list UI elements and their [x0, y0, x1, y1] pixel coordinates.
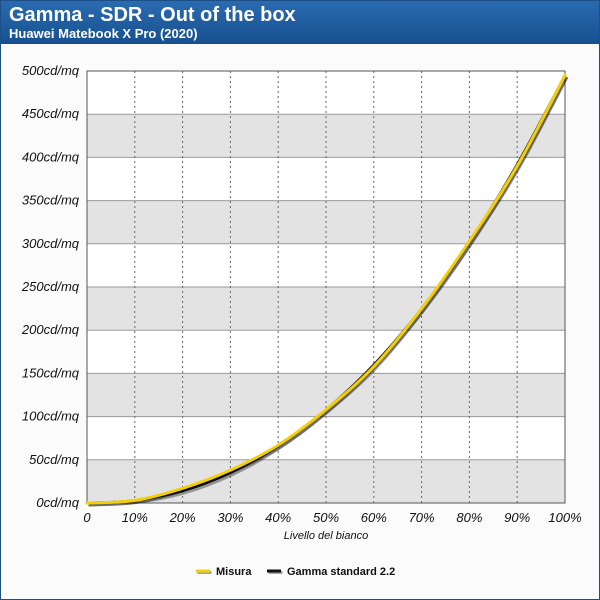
- grid-band: [87, 114, 565, 158]
- grid-band: [87, 287, 565, 331]
- x-tick-label: 60%: [361, 510, 387, 525]
- x-tick-label: 20%: [169, 510, 196, 525]
- y-tick-label: 400cd/mq: [22, 149, 80, 164]
- y-tick-label: 200cd/mq: [21, 322, 80, 337]
- y-tick-label: 50cd/mq: [29, 452, 80, 467]
- y-tick-label: 150cd/mq: [22, 365, 80, 380]
- series-line-misura: [85, 73, 567, 505]
- plot-border: [86, 70, 566, 504]
- x-tick-label: 10%: [122, 510, 148, 525]
- x-tick-label: 90%: [504, 510, 530, 525]
- legend-label-misura: Misura: [216, 566, 252, 578]
- series-line-gamma-standard-2-2-shadow: [88, 75, 569, 507]
- chart-subtitle: Huawei Matebook X Pro (2020): [9, 26, 198, 41]
- y-tick-label: 0cd/mq: [36, 495, 79, 510]
- x-axis-label: Livello del bianco: [284, 530, 368, 542]
- chart-title: Gamma - SDR - Out of the box: [9, 4, 296, 26]
- series-line-misura-shadow: [88, 75, 569, 507]
- x-tick-label: 50%: [313, 510, 339, 525]
- y-tick-label: 250cd/mq: [21, 279, 80, 294]
- x-tick-label: 80%: [456, 510, 482, 525]
- x-tick-label: 30%: [217, 510, 243, 525]
- x-tick-label: 70%: [409, 510, 435, 525]
- y-tick-label: 350cd/mq: [22, 193, 80, 208]
- y-tick-label: 450cd/mq: [22, 106, 80, 121]
- legend-label-gamma-standard-2-2: Gamma standard 2.2: [287, 566, 395, 578]
- y-tick-label: 100cd/mq: [22, 409, 80, 424]
- y-tick-label: 300cd/mq: [22, 236, 80, 251]
- x-tick-label: 100%: [548, 510, 581, 525]
- x-tick-label: 0: [83, 510, 91, 525]
- chart-header: Gamma - SDR - Out of the box Huawei Mate…: [1, 1, 599, 44]
- x-tick-label: 40%: [265, 510, 291, 525]
- y-tick-label: 500cd/mq: [22, 63, 80, 78]
